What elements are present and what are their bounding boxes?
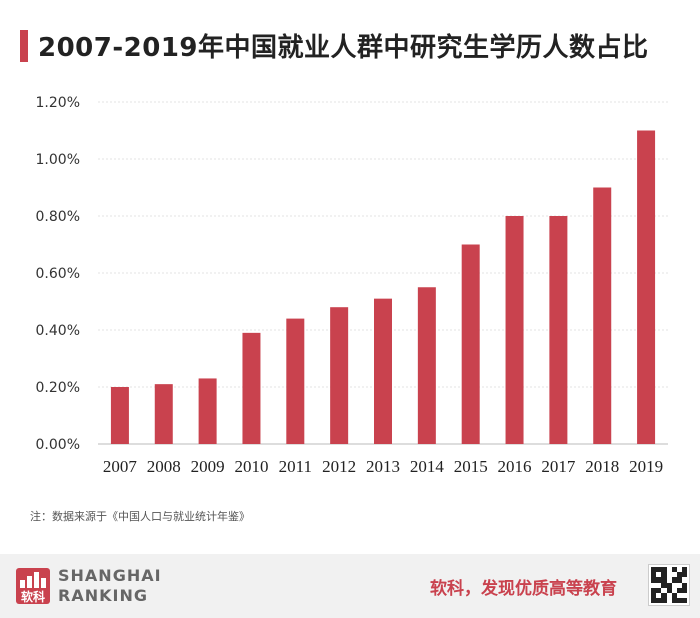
bar <box>417 287 436 444</box>
x-tick-label: 2016 <box>498 457 532 476</box>
logo-line-2: RANKING <box>58 586 148 605</box>
x-tick-label: 2015 <box>454 457 488 476</box>
y-tick-label: 1.20% <box>36 95 80 111</box>
logo-text: SHANGHAI RANKING <box>58 566 162 606</box>
x-tick-label: 2011 <box>279 457 312 476</box>
x-tick-label: 2008 <box>147 457 181 476</box>
bar <box>461 244 480 444</box>
title-accent-bar <box>20 30 28 62</box>
x-tick-label: 2019 <box>629 457 663 476</box>
x-tick-label: 2018 <box>585 457 619 476</box>
qr-code-icon <box>648 564 690 606</box>
bar <box>374 298 392 444</box>
y-tick-label: 0.60% <box>36 266 80 282</box>
y-tick-label: 0.40% <box>36 323 80 339</box>
x-tick-label: 2014 <box>410 457 445 476</box>
shanghai-ranking-logo-icon: 软科 <box>16 568 50 604</box>
x-tick-label: 2012 <box>322 457 356 476</box>
logo-cn: 软科 <box>20 590 45 604</box>
bar <box>593 187 612 444</box>
source-note: 注：数据来源于《中国人口与就业统计年鉴》 <box>30 510 250 523</box>
x-tick-label: 2007 <box>103 457 138 476</box>
page-title: 2007-2019年中国就业人群中研究生学历人数占比 <box>38 33 649 63</box>
bar <box>198 378 217 444</box>
footer-slogan: 软科，发现优质高等教育 <box>430 579 617 599</box>
bar <box>637 130 656 444</box>
x-tick-label: 2010 <box>234 457 268 476</box>
y-tick-label: 1.00% <box>36 152 80 168</box>
bar <box>110 387 129 444</box>
bar <box>242 332 261 444</box>
logo-line-1: SHANGHAI <box>58 566 162 585</box>
x-tick-label: 2013 <box>366 457 400 476</box>
y-tick-label: 0.80% <box>36 209 80 225</box>
y-tick-label: 0.20% <box>36 380 80 396</box>
x-tick-label: 2017 <box>541 457 576 476</box>
footer: 软科 SHANGHAI RANKING 软科，发现优质高等教育 <box>0 554 700 618</box>
bar <box>549 216 568 444</box>
y-tick-label: 0.00% <box>36 437 80 453</box>
x-tick-label: 2009 <box>191 457 225 476</box>
bar <box>154 384 173 444</box>
bar <box>330 307 349 444</box>
bar <box>505 216 524 444</box>
bar <box>286 318 305 444</box>
bar-chart: 0.00% 0.20% 0.40% 0.60% 0.80% 1.00% 1.20% 2007 2… <box>36 95 668 476</box>
